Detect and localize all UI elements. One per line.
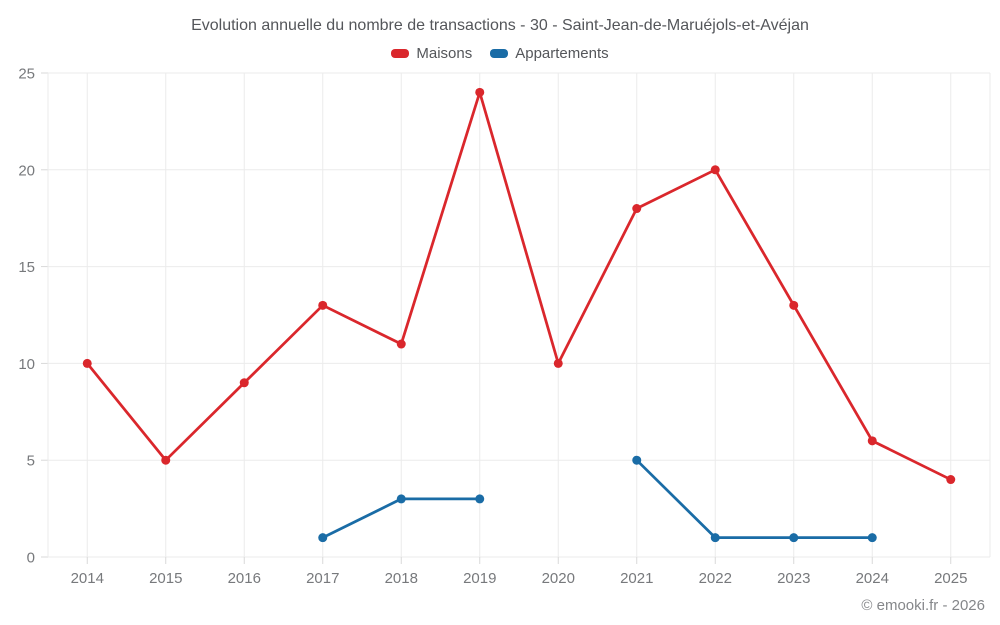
x-tick-label: 2025 — [934, 570, 967, 587]
copyright-text: © emooki.fr - 2026 — [861, 597, 985, 614]
point-appartements-2024[interactable] — [867, 533, 877, 543]
point-maisons-2023[interactable] — [789, 300, 799, 310]
point-maisons-2014[interactable] — [82, 358, 92, 368]
point-maisons-2021[interactable] — [632, 204, 642, 214]
y-tick-label: 15 — [18, 259, 35, 276]
point-maisons-2024[interactable] — [867, 436, 877, 446]
point-maisons-2017[interactable] — [318, 300, 328, 310]
point-maisons-2020[interactable] — [553, 358, 563, 368]
x-tick-label: 2016 — [228, 570, 261, 587]
point-appartements-2023[interactable] — [789, 533, 799, 543]
x-tick-label: 2020 — [542, 570, 575, 587]
y-tick-label: 20 — [18, 162, 35, 179]
x-tick-label: 2018 — [385, 570, 418, 587]
x-tick-label: 2021 — [620, 570, 653, 587]
legend-item-maisons[interactable]: Maisons — [391, 45, 472, 62]
y-tick-label: 0 — [27, 550, 35, 567]
series-maisons — [82, 87, 956, 485]
point-maisons-2022[interactable] — [710, 165, 720, 175]
series-appartements — [318, 455, 877, 543]
legend-label-maisons: Maisons — [416, 45, 473, 62]
point-appartements-2017[interactable] — [318, 533, 328, 543]
line-appartements — [635, 458, 874, 540]
x-tick-label: 2023 — [777, 570, 810, 587]
y-tick-label: 25 — [18, 66, 35, 83]
legend-item-appartements[interactable]: Appartements — [490, 45, 609, 62]
maisons-swatch-icon — [391, 49, 410, 58]
x-tick-label: 2015 — [149, 570, 182, 587]
point-appartements-2022[interactable] — [710, 533, 720, 543]
y-tick-label: 10 — [18, 356, 35, 373]
point-maisons-2016[interactable] — [239, 378, 249, 388]
appartements-swatch-icon — [490, 49, 509, 58]
point-appartements-2018[interactable] — [396, 494, 406, 504]
legend-label-appartements: Appartements — [515, 45, 609, 62]
x-tick-label: 2017 — [306, 570, 339, 587]
x-tick-label: 2014 — [71, 570, 104, 587]
point-maisons-2018[interactable] — [396, 339, 406, 349]
point-appartements-2021[interactable] — [632, 455, 642, 465]
chart-legend: Maisons Appartements — [0, 45, 1000, 62]
point-maisons-2019[interactable] — [475, 87, 485, 97]
point-maisons-2015[interactable] — [161, 455, 171, 465]
x-axis: 2014 2015 2016 2017 2018 2019 2020 2021 2022 2023… — [47, 73, 991, 587]
line-maisons — [85, 90, 953, 481]
y-axis: 0 5 10 15 20 25 — [18, 66, 990, 567]
x-tick-label: 2019 — [463, 570, 496, 587]
point-maisons-2025[interactable] — [946, 475, 956, 485]
point-appartements-2019[interactable] — [475, 494, 485, 504]
y-tick-label: 5 — [27, 453, 35, 470]
x-tick-label: 2024 — [856, 570, 889, 587]
x-tick-label: 2022 — [699, 570, 732, 587]
chart-title: Evolution annuelle du nombre de transact… — [191, 17, 809, 34]
